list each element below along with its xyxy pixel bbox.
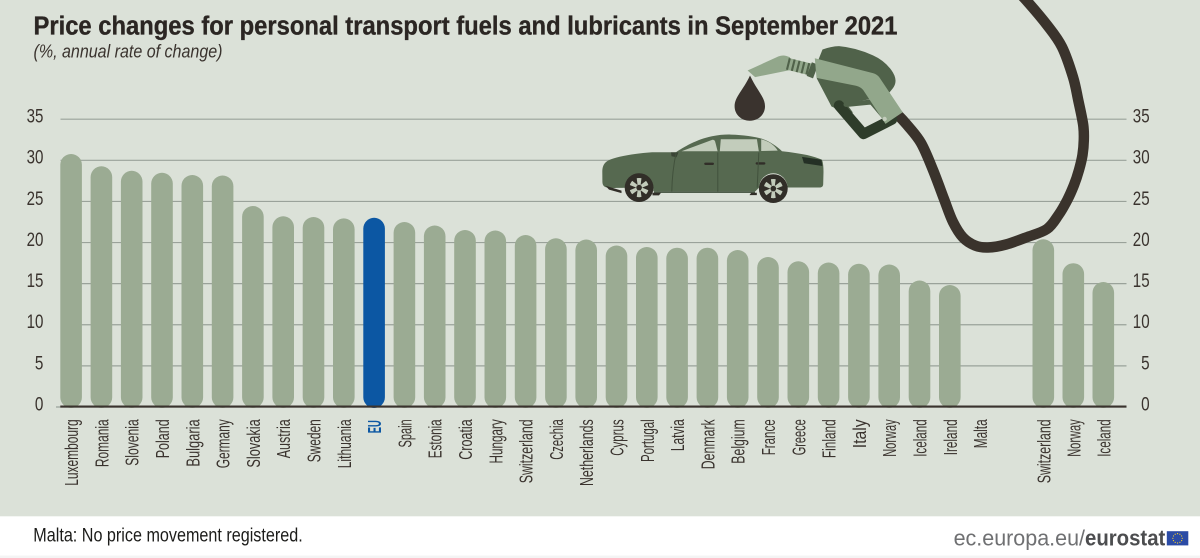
svg-text:Iceland: Iceland	[1093, 419, 1114, 457]
svg-text:Belgium: Belgium	[728, 419, 749, 463]
svg-text:Iceland: Iceland	[910, 419, 931, 457]
svg-text:Hungary: Hungary	[485, 419, 506, 464]
svg-text:Estonia: Estonia	[425, 419, 446, 458]
svg-text:0: 0	[35, 394, 44, 415]
svg-text:Cyprus: Cyprus	[607, 419, 628, 456]
svg-text:10: 10	[1133, 312, 1150, 333]
svg-text:15: 15	[27, 271, 44, 292]
svg-text:10: 10	[27, 312, 44, 333]
svg-text:Romania: Romania	[91, 419, 112, 467]
svg-text:Switzerland: Switzerland	[516, 419, 537, 483]
svg-text:35: 35	[27, 107, 44, 128]
svg-text:Netherlands: Netherlands	[576, 419, 597, 486]
svg-text:Czechia: Czechia	[546, 419, 567, 460]
svg-text:Poland: Poland	[152, 419, 173, 458]
svg-text:Lithuania: Lithuania	[334, 419, 355, 468]
svg-text:Austria: Austria	[273, 419, 294, 458]
svg-text:35: 35	[1133, 107, 1150, 128]
svg-text:5: 5	[35, 353, 44, 374]
svg-text:France: France	[758, 419, 779, 455]
svg-text:Slovenia: Slovenia	[122, 419, 143, 466]
svg-text:Portugal: Portugal	[637, 419, 658, 462]
svg-text:Norway: Norway	[1063, 419, 1084, 457]
svg-text:Sweden: Sweden	[304, 419, 325, 462]
svg-text:Greece: Greece	[788, 419, 809, 455]
svg-text:20: 20	[27, 230, 44, 251]
svg-text:Malta: No price movement regis: Malta: No price movement registered.	[33, 526, 302, 547]
svg-text:Price changes for personal tra: Price changes for personal transport fue…	[34, 13, 898, 41]
svg-text:20: 20	[1133, 230, 1150, 251]
svg-text:Malta: Malta	[970, 419, 991, 448]
svg-text:0: 0	[1141, 394, 1150, 415]
svg-text:30: 30	[1133, 148, 1150, 169]
svg-text:Bulgaria: Bulgaria	[182, 419, 203, 467]
svg-text:Finland: Finland	[819, 419, 840, 458]
svg-text:EU: EU	[364, 420, 385, 433]
svg-text:Croatia: Croatia	[455, 419, 476, 460]
svg-text:Spain: Spain	[394, 419, 415, 447]
svg-text:ec.europa.eu/eurostat: ec.europa.eu/eurostat	[954, 525, 1166, 550]
svg-text:Switzerland: Switzerland	[1033, 419, 1054, 483]
svg-text:Slovakia: Slovakia	[243, 419, 264, 468]
svg-text:Latvia: Latvia	[667, 419, 688, 451]
svg-text:Italy: Italy	[849, 419, 870, 449]
svg-text:30: 30	[27, 148, 44, 169]
svg-text:25: 25	[1133, 189, 1150, 210]
svg-text:Luxembourg: Luxembourg	[61, 419, 82, 486]
svg-text:Ireland: Ireland	[940, 419, 961, 455]
svg-text:15: 15	[1133, 271, 1150, 292]
svg-text:Denmark: Denmark	[697, 419, 718, 469]
svg-text:5: 5	[1141, 353, 1150, 374]
svg-text:25: 25	[27, 189, 44, 210]
svg-text:Norway: Norway	[879, 419, 900, 457]
svg-text:(%, annual rate of change): (%, annual rate of change)	[34, 42, 223, 62]
svg-text:Germany: Germany	[213, 419, 234, 468]
